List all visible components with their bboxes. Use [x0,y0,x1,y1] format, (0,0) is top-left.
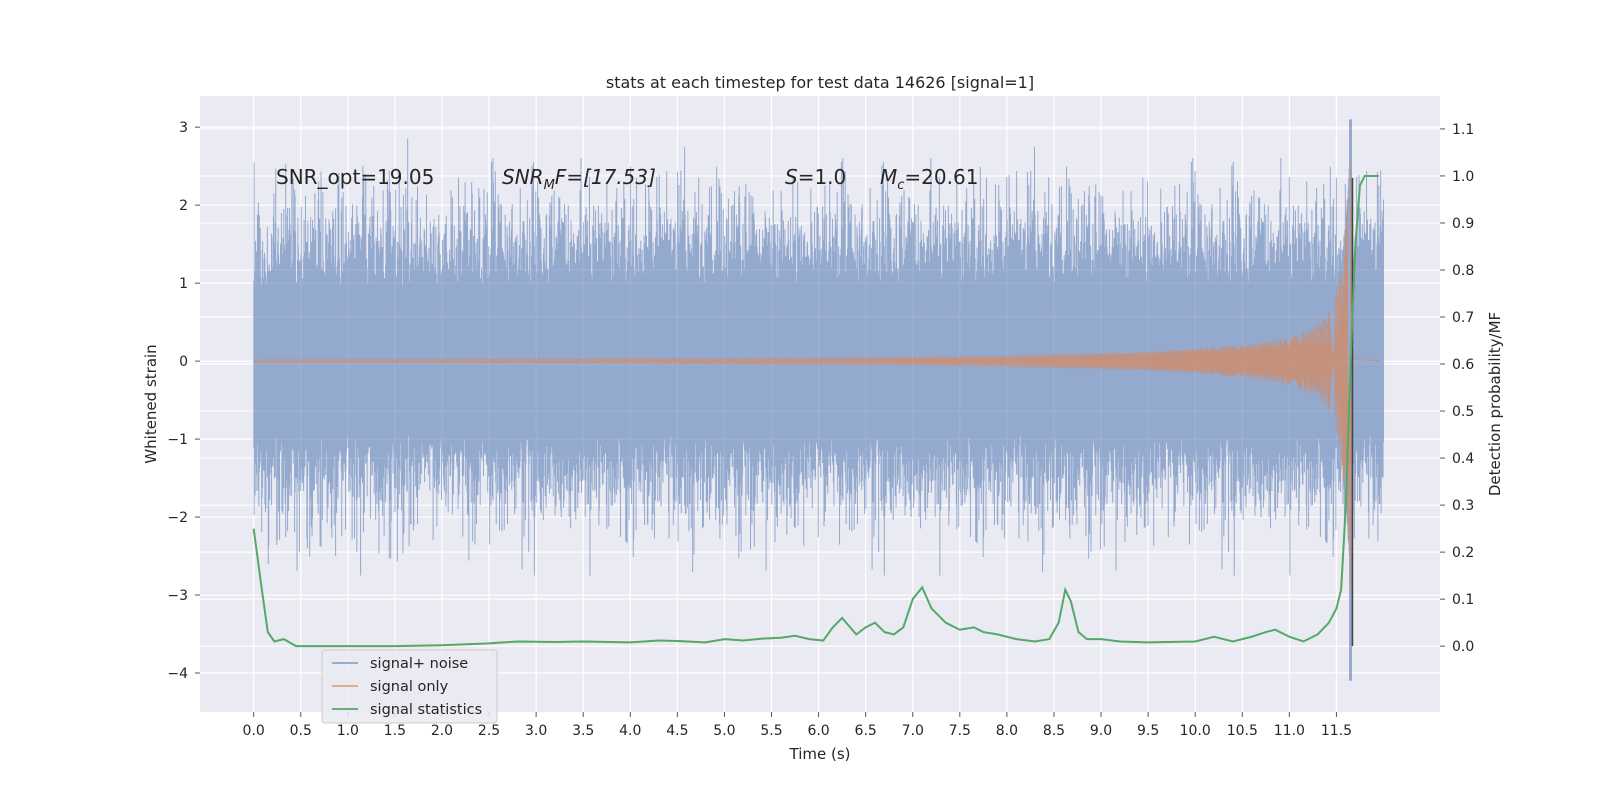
annotation-mc: Mc=20.61 [880,165,978,193]
x-tick-label: 5.0 [713,723,735,739]
annotation-snr-mf-rest: F=[17.53] [555,165,656,189]
y2-tick-label: 1.1 [1452,122,1474,138]
y-axis-label: Whitened strain [142,344,160,463]
legend-label-signal-only: signal only [370,679,449,695]
x-tick-label: 2.0 [431,723,453,739]
y2-tick-label: 0.4 [1452,451,1474,467]
y2-tick-label: 0.9 [1452,216,1474,232]
legend: signal+ noise signal only signal statist… [321,649,498,724]
x-tick-label: 6.5 [855,723,877,739]
y-tick-label: 3 [179,120,188,136]
x-tick-label: 7.0 [902,723,924,739]
y2-tick-label: 0.3 [1452,498,1474,514]
y-tick-label: −3 [167,588,188,604]
y2-tick-label: 0.6 [1452,357,1474,373]
x-tick-label: 8.5 [1043,723,1065,739]
y2-tick-label: 0.7 [1452,310,1474,326]
x-tick-label: 7.5 [949,723,971,739]
legend-label-signal-statistics: signal statistics [370,702,482,718]
y2-tick-label: 0.8 [1452,263,1474,279]
annotation-snr-mf-name: SNR [502,165,544,189]
y2-axis-ticks: 0.0 0.1 0.2 0.3 0.4 0.5 0.6 0.7 0.8 0.9 1.0 1.1 [1440,122,1474,655]
x-tick-label: 3.0 [525,723,547,739]
x-tick-label: 9.5 [1137,723,1159,739]
series-signal-statistics [252,174,1379,648]
y2-tick-label: 0.1 [1452,592,1474,608]
x-tick-label: 0.5 [290,723,312,739]
x-tick-label: 6.0 [807,723,829,739]
y-tick-label: 0 [179,354,188,370]
x-tick-label: 10.5 [1227,723,1258,739]
x-tick-label: 11.5 [1321,723,1352,739]
x-tick-label: 4.5 [666,723,688,739]
x-tick-label: 8.0 [996,723,1018,739]
y2-axis-label: Detection probability/MF [1486,312,1504,496]
annotation-s-name: S [785,165,798,189]
legend-box [321,649,498,724]
y-tick-label: −2 [167,510,188,526]
y2-tick-label: 1.0 [1452,169,1474,185]
y-tick-label: −4 [167,666,188,682]
y-tick-label: 1 [179,276,188,292]
y-axis-ticks: −4 −3 −2 −1 0 1 2 3 [167,120,200,682]
x-tick-label: 1.0 [337,723,359,739]
x-tick-label: 10.0 [1180,723,1211,739]
y2-tick-label: 0.0 [1452,639,1474,655]
annotation-s: S=1.0 [785,165,846,189]
x-tick-label: 1.5 [384,723,406,739]
x-tick-label: 2.5 [478,723,500,739]
x-axis-label: Time (s) [789,745,851,763]
annotation-mc-sub: c [897,178,904,193]
x-tick-label: 11.0 [1274,723,1305,739]
y2-tick-label: 0.2 [1452,545,1474,561]
chart-title: stats at each timestep for test data 146… [606,73,1034,92]
series-signal-only [253,164,1381,588]
y-tick-label: 2 [179,198,188,214]
annotation-snr-mf-sub: M [544,178,555,193]
annotation-snr-opt: SNR_opt=19.05 [276,165,434,189]
y-tick-label: −1 [167,432,188,448]
annotation-snr-mf: SNRMF=[17.53] [502,165,656,193]
legend-label-signal-noise: signal+ noise [370,656,468,672]
x-tick-label: 0.0 [243,723,265,739]
x-tick-label: 4.0 [619,723,641,739]
annotation-mc-name: M [880,165,897,189]
y2-tick-label: 0.5 [1452,404,1474,420]
annotation-mc-value: =20.61 [904,165,978,189]
x-tick-label: 3.5 [572,723,594,739]
x-tick-label: 5.5 [760,723,782,739]
annotation-s-value: =1.0 [798,165,847,189]
x-tick-label: 9.0 [1090,723,1112,739]
x-axis-ticks: 0.0 0.5 1.0 1.5 2.0 2.5 3.0 3.5 4.0 4.5 5.0 5.5 6.0 6… [243,712,1352,739]
